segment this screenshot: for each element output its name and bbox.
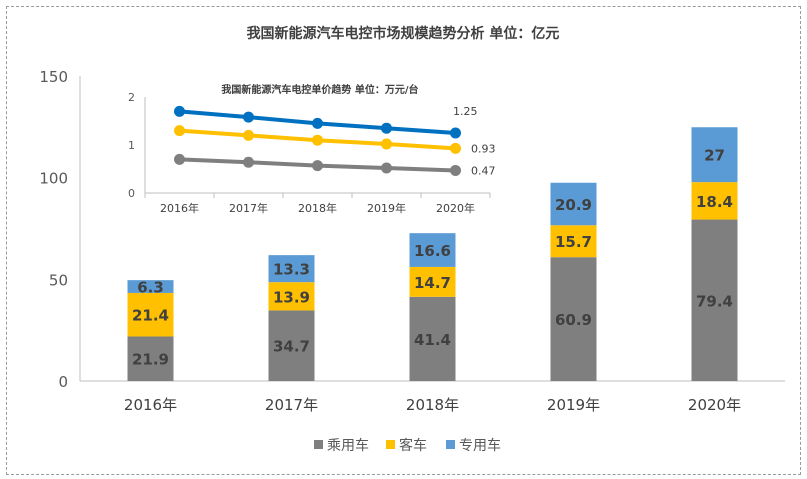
- bar-data-label: 14.7: [414, 274, 451, 292]
- inset-y-tick-label: 2: [128, 91, 135, 104]
- inset-end-label: 0.47: [471, 164, 496, 177]
- bar-segment-乘用车: [550, 257, 597, 381]
- bar-data-label: 6.3: [137, 279, 164, 297]
- bar-segment-客车: [550, 225, 597, 258]
- inset-data-point: [450, 164, 461, 176]
- inset-y-tick-label: 0: [128, 187, 135, 200]
- inset-data-point: [312, 160, 323, 172]
- bar-segment-乘用车: [268, 310, 315, 381]
- bar-segment-专用车: [268, 255, 315, 283]
- inset-chart-title: 我国新能源汽车电控单价趋势 单位：万元/台: [221, 83, 418, 96]
- bar-data-label: 16.6: [414, 242, 451, 260]
- bar-segment-客车: [127, 292, 174, 337]
- bar-segment-客车: [268, 282, 315, 311]
- inset-data-point: [243, 129, 254, 141]
- x-tick-label: 2016年: [124, 396, 177, 414]
- inset-data-point: [243, 111, 254, 123]
- inset-chart-background: [112, 80, 507, 220]
- inset-data-point: [312, 117, 323, 129]
- y-tick-label: 150: [39, 68, 68, 86]
- bar-segment-专用车: [550, 182, 597, 226]
- legend-swatch-客车: [386, 440, 395, 449]
- y-tick-label: 50: [49, 271, 68, 289]
- inset-data-point: [381, 138, 392, 150]
- bar-data-label: 13.3: [273, 261, 310, 279]
- legend-label: 客车: [399, 437, 427, 454]
- inset-data-point: [243, 156, 254, 168]
- inset-data-point: [174, 153, 185, 165]
- bar-segment-专用车: [691, 127, 738, 183]
- inset-end-label: 1.25: [453, 105, 478, 118]
- bar-data-label: 21.9: [132, 351, 169, 369]
- bar-data-label: 41.4: [414, 331, 451, 349]
- inset-data-point: [381, 162, 392, 174]
- chart-frame: [6, 6, 801, 475]
- bar-segment-专用车: [127, 280, 174, 293]
- inset-data-point: [174, 105, 185, 117]
- bar-data-label: 21.4: [132, 307, 169, 325]
- inset-data-point: [174, 125, 185, 137]
- legend-label: 乘用车: [327, 437, 369, 454]
- main-chart-title: 我国新能源汽车电控市场规模趋势分析 单位：亿元: [247, 25, 560, 42]
- bar-data-label: 15.7: [555, 233, 592, 251]
- bar-data-label: 60.9: [555, 311, 592, 329]
- inset-data-point: [450, 127, 461, 139]
- bar-data-label: 13.9: [273, 288, 310, 306]
- y-tick-label: 100: [39, 170, 68, 188]
- bar-segment-乘用车: [409, 296, 456, 381]
- inset-x-tick-label: 2020年: [436, 201, 475, 215]
- inset-y-tick-label: 1: [128, 139, 135, 152]
- inset-x-tick-label: 2019年: [367, 201, 406, 215]
- x-tick-label: 2017年: [265, 396, 318, 414]
- legend-swatch-乘用车: [314, 440, 323, 449]
- inset-data-point: [450, 142, 461, 154]
- bar-segment-乘用车: [127, 336, 174, 381]
- bar-data-label: 79.4: [696, 292, 733, 310]
- inset-data-point: [312, 134, 323, 146]
- bar-segment-乘用车: [691, 219, 738, 381]
- inset-end-label: 0.93: [471, 142, 496, 155]
- inset-x-tick-label: 2017年: [229, 201, 268, 215]
- x-tick-label: 2018年: [406, 396, 459, 414]
- bar-data-label: 20.9: [555, 196, 592, 214]
- inset-x-tick-label: 2018年: [298, 201, 337, 215]
- x-tick-label: 2020年: [688, 396, 741, 414]
- x-tick-label: 2019年: [547, 396, 600, 414]
- inset-data-point: [381, 122, 392, 134]
- inset-x-tick-label: 2016年: [160, 201, 199, 215]
- y-tick-label: 0: [58, 373, 68, 391]
- legend-label: 专用车: [459, 437, 501, 454]
- bar-data-label: 27: [704, 147, 725, 165]
- bar-data-label: 34.7: [273, 338, 310, 356]
- bar-segment-客车: [409, 266, 456, 297]
- legend-swatch-专用车: [446, 440, 455, 449]
- bar-segment-专用车: [409, 233, 456, 267]
- bar-data-label: 18.4: [696, 193, 733, 211]
- bar-segment-客车: [691, 182, 738, 220]
